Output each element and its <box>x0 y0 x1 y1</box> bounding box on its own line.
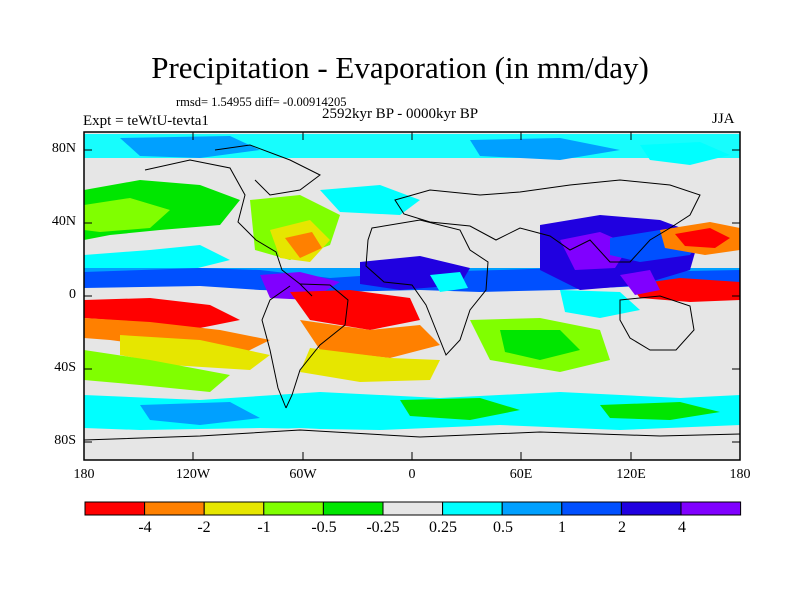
y-label-40s: 40S <box>54 360 76 375</box>
colorbar-swatch <box>620 501 682 516</box>
rmsd-diff-stats: rmsd= 1.54955 diff= -0.00914205 <box>176 95 347 109</box>
colorbar-swatch <box>561 501 622 516</box>
south-atlantic-yellow <box>300 348 440 382</box>
south-atlantic-orange <box>300 320 440 358</box>
colorbar-swatch <box>263 501 324 516</box>
north-america-coast <box>214 144 321 196</box>
south-pacific-green <box>84 350 230 392</box>
y-ticks <box>84 149 740 443</box>
colorbar-swatch <box>680 501 742 516</box>
subtropical-cyan <box>84 245 230 272</box>
y-label-80s: 80S <box>54 433 76 448</box>
colorbar-swatch <box>84 501 146 516</box>
south-america-coast <box>261 285 291 409</box>
x-label-180w: 180 <box>73 467 95 482</box>
x-label-0: 0 <box>408 467 416 482</box>
southern-ocean-green <box>600 402 720 420</box>
arctic-patch <box>120 136 260 158</box>
arctic-patch <box>640 142 730 165</box>
colorbar-swatch <box>382 501 444 516</box>
x-ticks <box>83 132 741 460</box>
antarctica-coast <box>84 429 740 441</box>
x-label-60e: 60E <box>509 467 533 482</box>
north-america-coast <box>144 159 313 297</box>
time-period-label: 2592kyr BP - 0000kyr BP <box>321 106 479 122</box>
coastlines <box>84 144 740 441</box>
colorbar-label: 2 <box>618 519 626 536</box>
south-pacific-yellow <box>120 335 270 370</box>
colorbar-label: 0.25 <box>429 519 457 536</box>
arctic-patch <box>470 138 620 160</box>
maritime-purple <box>620 270 660 295</box>
colorbar-swatch <box>203 501 265 516</box>
australia-coast <box>619 295 695 351</box>
colorbar-swatch <box>501 501 563 516</box>
north-atlantic-orange <box>285 232 322 258</box>
x-label-180e: 180 <box>729 467 751 482</box>
colorbar-label: -2 <box>197 519 211 536</box>
y-label-80n: 80N <box>51 141 76 156</box>
southern-ocean-green <box>400 398 520 420</box>
colorbar <box>84 501 742 516</box>
nw-pacific-red <box>675 228 730 248</box>
southern-ocean-blue <box>140 402 260 425</box>
colorbar-label: -0.5 <box>311 519 337 536</box>
south-atlantic-red <box>290 290 420 330</box>
y-label-40n: 40N <box>51 214 76 229</box>
antarctica <box>84 428 740 460</box>
africa-coast <box>365 219 489 356</box>
colorbar-label: -0.25 <box>366 519 400 536</box>
colorbar-label: 4 <box>678 519 686 536</box>
colorbar-swatch <box>322 501 384 516</box>
south-america-coast <box>285 283 349 409</box>
season-label: JJA <box>712 111 735 127</box>
africa-cyan <box>430 272 468 292</box>
x-label-120e: 120E <box>616 467 646 482</box>
x-label-60w: 60W <box>289 467 317 482</box>
colorbar-swatch <box>144 501 205 516</box>
eurasia-coast <box>394 179 701 263</box>
colorbar-label: 1 <box>558 519 566 536</box>
colorbar-swatch <box>442 501 503 516</box>
plot-title: Precipitation - Evaporation (in mm/day) <box>151 50 649 85</box>
atlantic-cyan <box>320 185 420 215</box>
colorbar-label: -4 <box>138 519 152 536</box>
experiment-label: Expt = teWtU-tevta1 <box>83 113 209 129</box>
north-pacific-lightgreen <box>84 198 170 232</box>
colorbar-label: -1 <box>257 519 271 536</box>
x-label-120w: 120W <box>175 467 211 482</box>
south-indian-darkgreen <box>500 330 580 360</box>
colorbar-label: 0.5 <box>493 519 513 536</box>
y-label-0: 0 <box>69 287 76 302</box>
